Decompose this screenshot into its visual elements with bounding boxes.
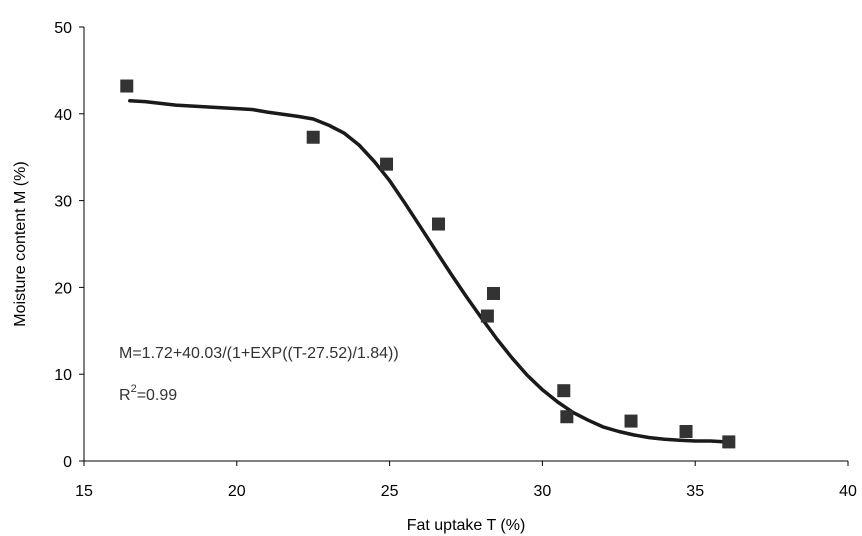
y-axis-title: Moisture content M (%) xyxy=(12,161,29,326)
x-tick-label: 40 xyxy=(839,483,857,500)
x-tick-label: 25 xyxy=(381,483,399,500)
fitted-curve xyxy=(130,101,726,442)
data-point xyxy=(557,384,570,397)
y-tick-label: 50 xyxy=(54,20,72,37)
data-points-group xyxy=(120,80,735,449)
data-point xyxy=(120,80,133,93)
y-tick-labels: 0 10 20 30 40 50 xyxy=(54,20,72,471)
data-point xyxy=(625,415,638,428)
data-point xyxy=(487,287,500,300)
data-point xyxy=(560,410,573,423)
y-tick-label: 10 xyxy=(54,367,72,384)
y-tick-label: 40 xyxy=(54,107,72,124)
x-tick-label: 15 xyxy=(75,483,93,500)
r-squared-value: =0.99 xyxy=(137,387,178,404)
equation-annotation: M=1.72+40.03/(1+EXP((T-27.52)/1.84)) xyxy=(119,345,399,362)
data-point xyxy=(432,218,445,231)
fitted-curve-group xyxy=(130,101,726,442)
data-point xyxy=(380,158,393,171)
x-axis-title: Fat uptake T (%) xyxy=(407,517,526,534)
r-squared-prefix: R xyxy=(119,387,131,404)
x-tick-label: 35 xyxy=(686,483,704,500)
y-tick-label: 0 xyxy=(63,454,72,471)
y-tick-label: 20 xyxy=(54,280,72,297)
data-point xyxy=(307,131,320,144)
y-tick-label: 30 xyxy=(54,194,72,211)
x-tick-labels: 15 20 25 30 35 40 xyxy=(75,483,857,500)
data-point xyxy=(680,425,693,438)
r-squared-annotation: R2=0.99 xyxy=(119,383,177,404)
data-point xyxy=(481,310,494,323)
axes xyxy=(79,27,848,466)
x-tick-label: 30 xyxy=(534,483,552,500)
x-tick-label: 20 xyxy=(228,483,246,500)
data-point xyxy=(722,435,735,448)
